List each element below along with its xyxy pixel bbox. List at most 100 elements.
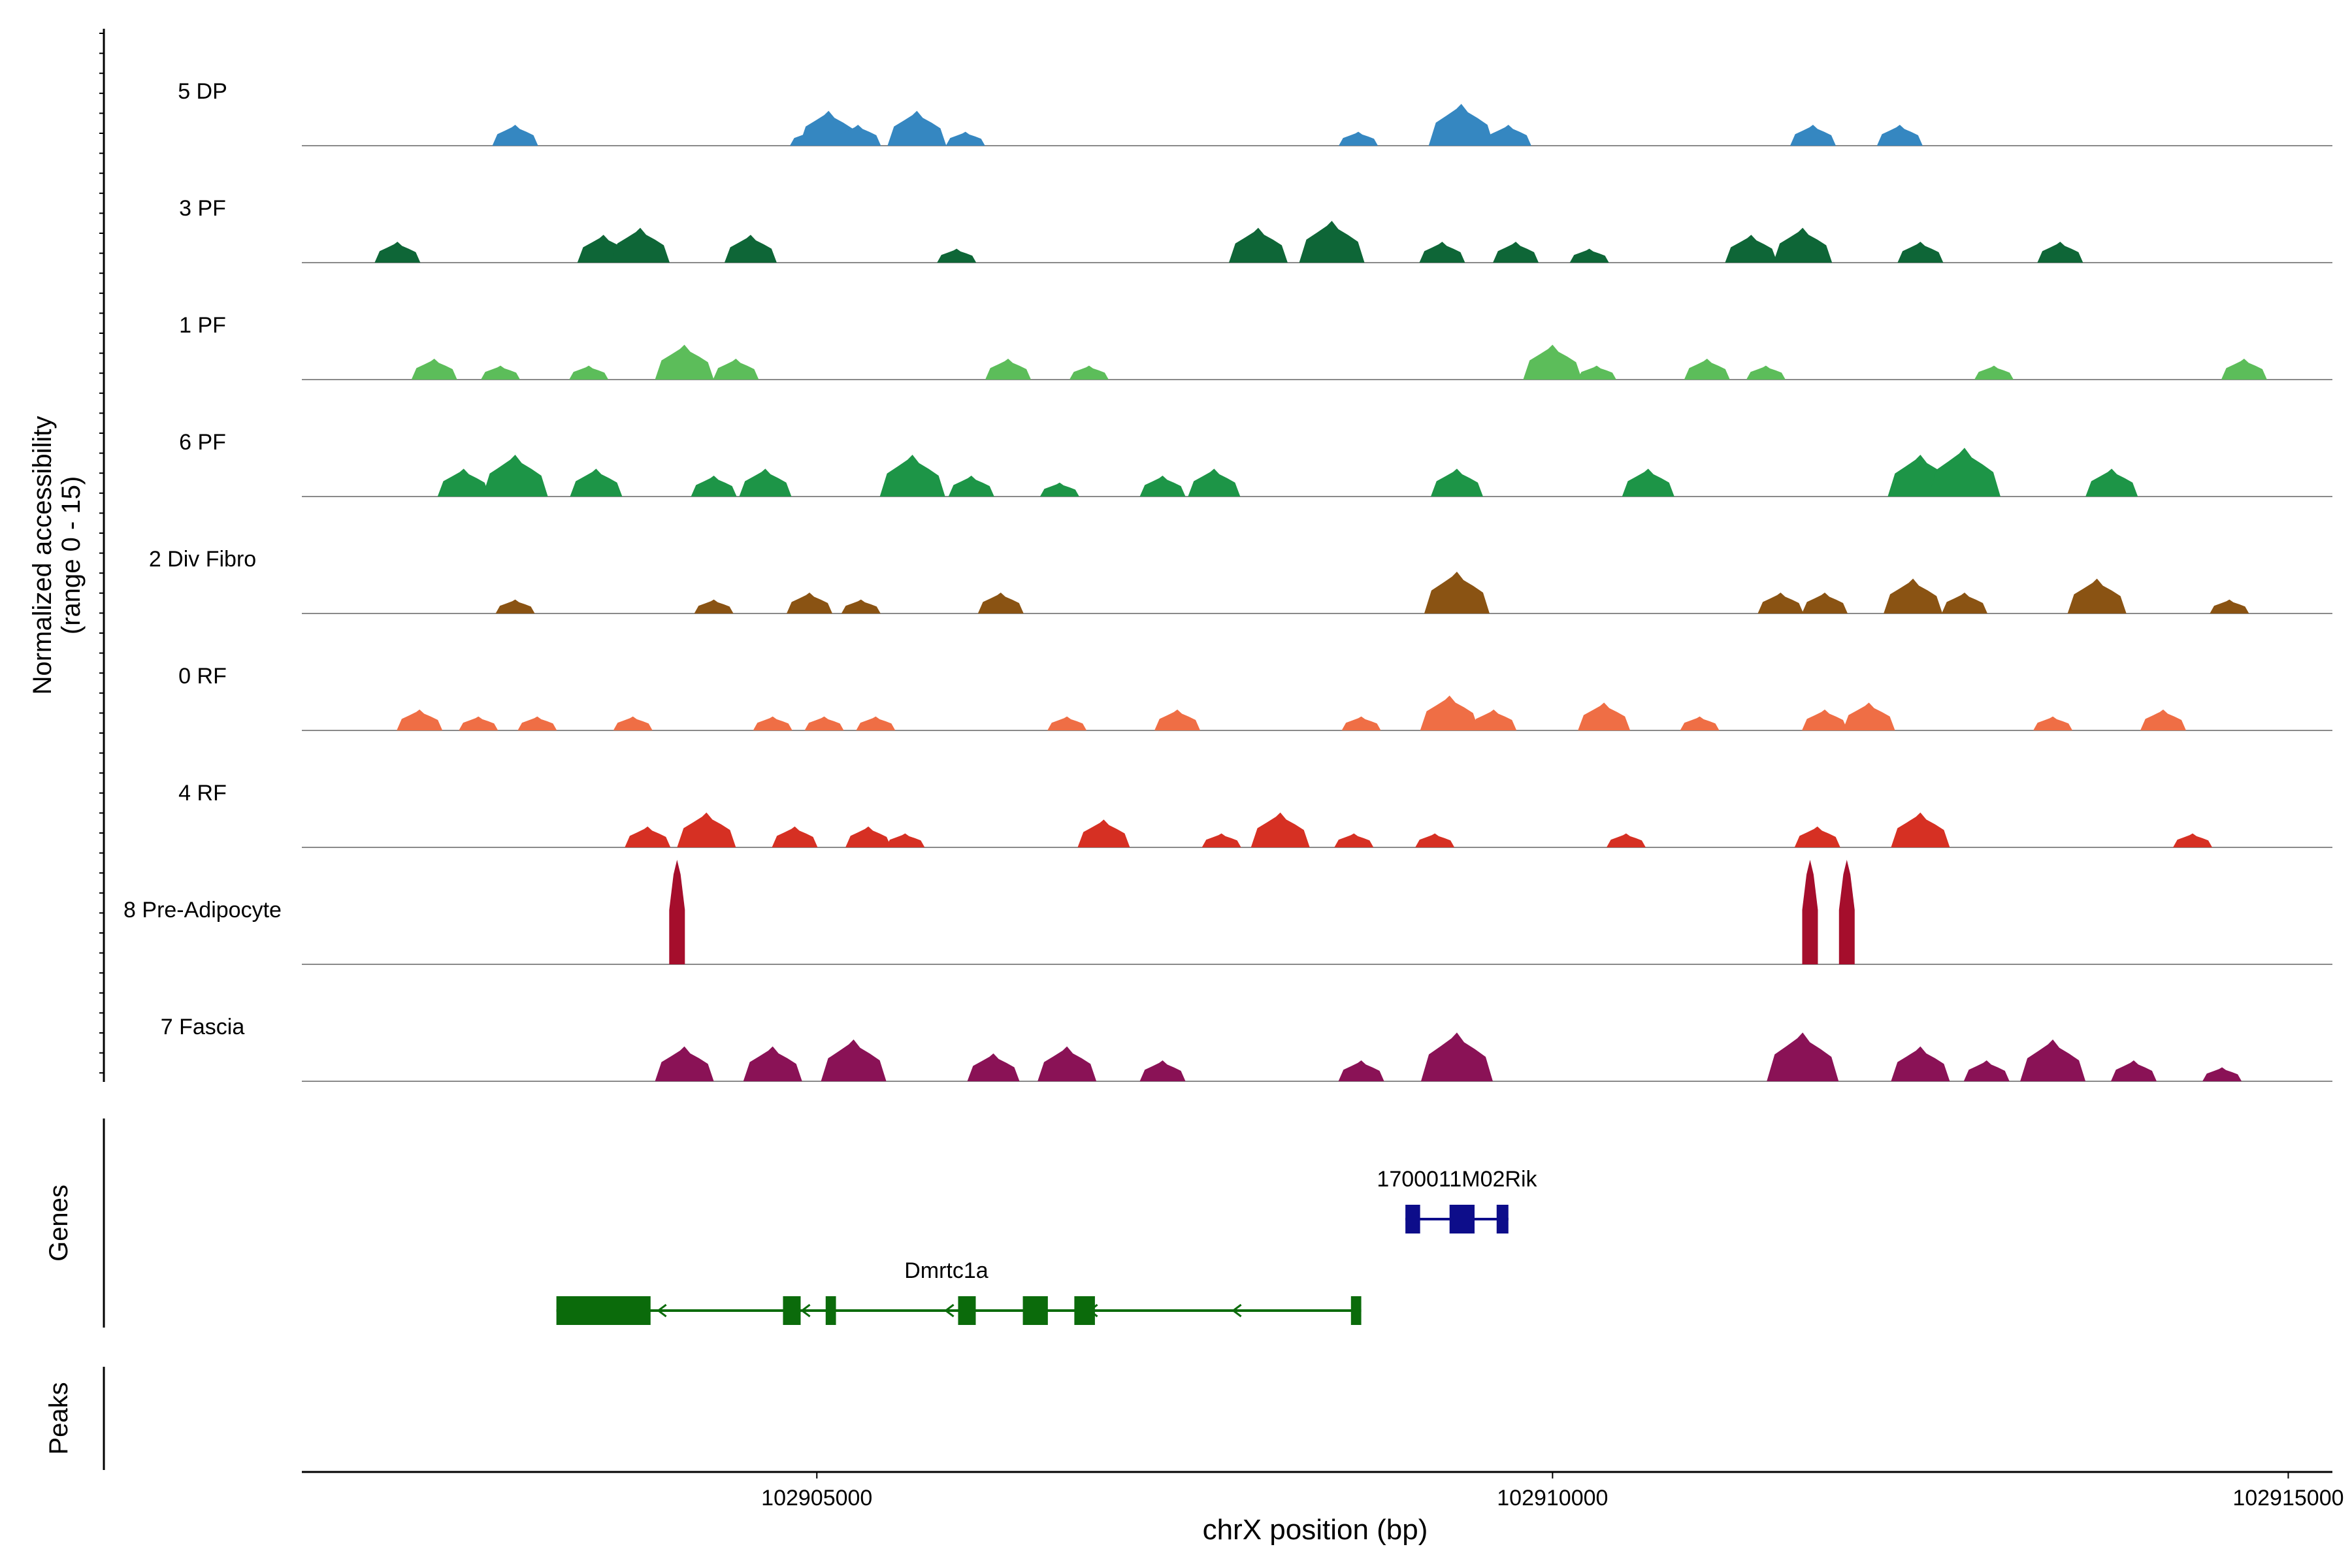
track-4: 6 PF (179, 430, 2332, 497)
coverage-peak (1974, 365, 2014, 380)
gene-exon (556, 1296, 651, 1325)
track-label: 7 Fascia (161, 1015, 245, 1039)
strand-arrow (944, 1303, 955, 1318)
coverage-tracks: 5 DP 3 PF 1 PF 6 PF 2 Div Fibro 0 RF 4 RF 8 Pre… (123, 79, 2332, 1082)
coverage-peak (835, 125, 881, 146)
coverage-peak (772, 826, 818, 847)
coverage-peak (1802, 860, 1818, 964)
coverage-peak (945, 131, 985, 146)
track-2: 3 PF (179, 196, 2332, 263)
coverage-peak (1139, 476, 1186, 497)
coverage-peak (2173, 833, 2213, 847)
coverage-peak (879, 455, 945, 497)
gene-exon (1496, 1205, 1509, 1233)
coverage-peak (985, 359, 1032, 380)
gene-2: Dmrtc1a (556, 1258, 1362, 1325)
coverage-peak (1430, 468, 1483, 497)
track-7: 4 RF (178, 781, 2332, 848)
coverage-peak (482, 455, 548, 497)
coverage-peak (2210, 599, 2249, 613)
coverage-peak (517, 716, 557, 730)
track-9: 7 Fascia (161, 1015, 2332, 1082)
coverage-peak (1250, 812, 1310, 847)
gene-exon (1022, 1296, 1048, 1325)
coverage-peak (1485, 125, 1531, 146)
coverage-peak (1802, 593, 1848, 613)
coverage-peak (1188, 468, 1241, 497)
coverage-peak (1139, 1060, 1186, 1081)
track-label: 5 DP (178, 79, 227, 104)
coverage-peak (1746, 365, 1786, 380)
coverage-peak (1684, 359, 1730, 380)
coverage-peak (1428, 104, 1494, 146)
coverage-peak (1037, 1046, 1097, 1081)
strand-arrow (800, 1303, 811, 1318)
coverage-peak (2110, 1060, 2157, 1081)
coverage-peak (739, 468, 792, 497)
coverage-peak (1154, 710, 1201, 730)
coverage-peak (1928, 448, 2001, 497)
coverage-peak (677, 812, 736, 847)
coverage-peak (2085, 468, 2138, 497)
coverage-peak (1876, 125, 1923, 146)
coverage-peak (1897, 242, 1944, 263)
coverage-peak (459, 716, 498, 730)
coverage-peak (1606, 833, 1646, 847)
coverage-peak (937, 248, 977, 263)
coverage-peak (713, 359, 759, 380)
coverage-peak (1077, 819, 1130, 847)
gene-exon (1350, 1296, 1362, 1325)
coverage-peak (669, 860, 685, 964)
coverage-peak (1569, 248, 1609, 263)
coverage-peak (1838, 860, 1855, 964)
coverage-peak (1576, 365, 1616, 380)
coverage-peak (1299, 221, 1365, 263)
coverage-peak (411, 359, 457, 380)
x-tick-label: 102905000 (761, 1486, 872, 1511)
coverage-peak (1069, 365, 1109, 380)
coverage-peak (691, 476, 737, 497)
gene-exon (825, 1296, 836, 1325)
track-label: 0 RF (178, 664, 227, 689)
coverage-peak (885, 833, 925, 847)
coverage-peak (492, 125, 538, 146)
coverage-peak (787, 593, 832, 613)
gene-exon (783, 1296, 801, 1325)
track-8: 8 Pre-Adipocyte (123, 860, 2332, 965)
coverage-peak (743, 1046, 802, 1081)
coverage-peak (1773, 227, 1833, 263)
coverage-peak (1891, 1046, 1950, 1081)
coverage-peak (1228, 227, 1288, 263)
coverage-peak (1941, 593, 1987, 613)
coverage-peak (821, 1039, 887, 1081)
coverage-peak (1420, 695, 1479, 730)
coverage-peak (948, 476, 994, 497)
coverage-peak (1802, 710, 1848, 730)
track-6: 0 RF (178, 664, 2332, 731)
coverage-peak (724, 235, 777, 263)
coverage-peak (1767, 1032, 1839, 1081)
gene-track: 1700011M02Rik Dmrtc1a (556, 1167, 1537, 1325)
coverage-peak (570, 468, 623, 497)
track-label: 2 Div Fibro (149, 547, 256, 572)
coverage-peak (397, 710, 443, 730)
coverage-peak (481, 365, 521, 380)
gene-exon (1449, 1205, 1475, 1233)
coverage-peak (2020, 1039, 2086, 1081)
coverage-peak (1578, 702, 1631, 730)
coverage-peak (1891, 812, 1950, 847)
x-tick-label: 102910000 (1497, 1486, 1608, 1511)
coverage-peak (437, 468, 490, 497)
coverage-peak (1842, 702, 1895, 730)
coverage-peak (569, 365, 609, 380)
coverage-peak (2033, 716, 2073, 730)
strand-arrow (1232, 1303, 1242, 1318)
gene-name: 1700011M02Rik (1377, 1167, 1537, 1192)
coverage-peak (887, 110, 947, 146)
coverage-peak (1493, 242, 1539, 263)
coverage-peak (1789, 125, 1836, 146)
coverage-peak (1523, 344, 1582, 380)
coverage-peak (1725, 235, 1778, 263)
x-tick-label: 102915000 (2232, 1486, 2344, 1511)
peaks-label: Peaks (44, 1382, 73, 1454)
